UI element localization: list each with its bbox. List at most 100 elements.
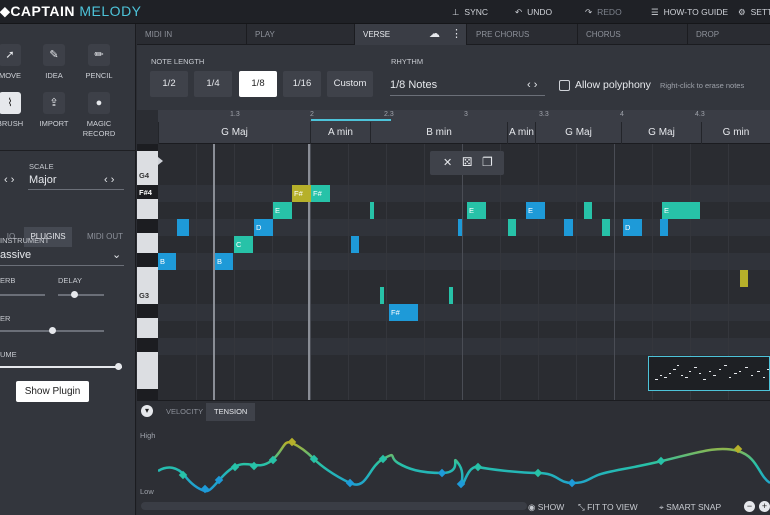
cloud-icon[interactable]: ☁ [429, 28, 440, 40]
collapse-icon[interactable]: ▾ [141, 405, 153, 417]
tool-move[interactable]: ➚ MOVE [0, 44, 30, 80]
delay-slider[interactable] [58, 291, 104, 298]
note-length-1-16[interactable]: 1/16 [283, 71, 321, 97]
playhead[interactable] [213, 144, 215, 400]
filter-slider-knob[interactable] [49, 327, 56, 334]
note[interactable]: E [467, 202, 486, 219]
note[interactable] [458, 219, 462, 236]
close-icon[interactable]: ✕ [443, 157, 453, 169]
note-length-1-2[interactable]: 1/2 [150, 71, 188, 97]
chord-block[interactable]: G Maj [621, 122, 701, 144]
sync-button[interactable]: ⊥ SYNC [452, 7, 489, 17]
rhythm-arrows-icon[interactable]: ‹ › [527, 79, 538, 91]
chord-block[interactable]: A min [310, 122, 370, 144]
redo-button[interactable]: ↷ REDO [585, 7, 622, 17]
scale-arrows-icon[interactable]: ‹ › [104, 174, 115, 186]
note[interactable]: B [215, 253, 233, 270]
undo-button[interactable]: ↶ UNDO [515, 7, 553, 17]
tab-chorus[interactable]: CHORUS [578, 24, 688, 45]
rhythm-select[interactable]: 1/8 Notes [390, 79, 438, 91]
tab-pre-chorus[interactable]: PRE CHORUS [468, 24, 578, 45]
tab-velocity[interactable]: VELOCITY [166, 407, 204, 416]
note[interactable] [660, 219, 668, 236]
minimap[interactable] [648, 356, 770, 391]
tension-curve[interactable] [158, 423, 770, 499]
chord-block[interactable]: A min [507, 122, 535, 144]
note[interactable] [370, 202, 374, 219]
tab-drop[interactable]: DROP [696, 30, 720, 39]
note[interactable] [351, 236, 359, 253]
note[interactable] [177, 219, 189, 236]
note[interactable]: D [623, 219, 642, 236]
note[interactable] [740, 270, 748, 287]
note[interactable]: E [662, 202, 700, 219]
filter-slider[interactable] [0, 327, 104, 334]
note[interactable] [564, 219, 573, 236]
note[interactable]: E [526, 202, 545, 219]
note[interactable] [508, 219, 516, 236]
note[interactable]: D [254, 219, 273, 236]
tool-magic-record[interactable]: ● MAGIC RECORD [79, 92, 119, 139]
chord-block[interactable]: G min [701, 122, 770, 144]
show-button[interactable]: ◉ SHOW [528, 502, 565, 512]
dice-icon[interactable]: ⚄ [462, 155, 473, 169]
volume-slider-knob[interactable] [115, 363, 122, 370]
show-plugin-button[interactable]: Show Plugin [16, 381, 89, 402]
black-key[interactable] [137, 304, 158, 318]
tab-plugins[interactable]: PLUGINS [24, 227, 72, 247]
chord-block[interactable]: G Maj [535, 122, 621, 144]
tab-verse[interactable]: VERSE ☁ ⋮ [355, 24, 467, 45]
more-options-icon[interactable]: ⋮ [451, 28, 462, 40]
zoom-in-icon[interactable]: + [759, 501, 770, 512]
note[interactable]: F# [292, 185, 311, 202]
tab-tension[interactable]: TENSION [206, 403, 256, 421]
smart-snap-button[interactable]: ⌖ SMART SNAP [659, 502, 722, 512]
note[interactable]: C [234, 236, 253, 253]
chord-block[interactable]: G Maj [158, 122, 310, 144]
copy-icon[interactable]: ❐ [482, 155, 493, 169]
chord-block[interactable]: B min [370, 122, 507, 144]
loop-region[interactable] [311, 119, 391, 121]
black-key[interactable] [137, 144, 158, 151]
loop-marker[interactable] [308, 144, 310, 400]
volume-slider[interactable] [0, 363, 122, 370]
note[interactable] [380, 287, 384, 304]
tab-play[interactable]: PLAY [247, 24, 355, 45]
horizontal-scrollbar[interactable] [141, 502, 527, 510]
instrument-select[interactable]: assive [0, 249, 32, 261]
tab-midi-in[interactable]: MIDI IN [137, 24, 247, 45]
fit-to-view-button[interactable]: ⤡ FIT TO VIEW [578, 502, 638, 512]
tab-midi-out[interactable]: MIDI OUT [87, 232, 123, 241]
note[interactable] [602, 219, 610, 236]
delay-slider-knob[interactable] [71, 291, 78, 298]
note-length-1-8[interactable]: 1/8 [239, 71, 277, 97]
black-key[interactable] [137, 389, 158, 400]
note[interactable]: B [158, 253, 176, 270]
note[interactable]: F# [389, 304, 418, 321]
note[interactable] [584, 202, 592, 219]
settings-button[interactable]: ⚙SETTI [738, 7, 770, 17]
zoom-out-icon[interactable]: − [744, 501, 755, 512]
tool-import[interactable]: ⇪ IMPORT [34, 92, 74, 128]
note[interactable] [449, 287, 453, 304]
tool-brush[interactable]: ⌇BRUSH [0, 92, 30, 128]
tool-pencil[interactable]: ✏ PENCIL [79, 44, 119, 80]
note[interactable]: F# [311, 185, 330, 202]
note[interactable]: E [273, 202, 292, 219]
note-length-custom[interactable]: Custom [327, 71, 373, 97]
note-length-1-4[interactable]: 1/4 [194, 71, 232, 97]
black-key[interactable] [137, 253, 158, 267]
how-to-guide-button[interactable]: ☰ HOW-TO GUIDE [651, 7, 729, 17]
black-key[interactable] [137, 185, 158, 199]
tab-io[interactable]: IO [6, 232, 16, 241]
scale-value[interactable]: Major [29, 174, 57, 186]
polyphony-checkbox[interactable] [559, 80, 570, 91]
black-key[interactable] [137, 219, 158, 233]
timeline-ruler[interactable]: 1.3 2 2.3 3 3.3 4 4.3 [158, 110, 770, 122]
scale-prev-icon[interactable]: ‹ › [4, 174, 15, 186]
chevron-down-icon[interactable]: ⌄ [112, 249, 122, 261]
piano-keyboard[interactable]: G4 F#4 G3 [137, 144, 158, 400]
reverb-slider[interactable] [0, 294, 45, 296]
black-key[interactable] [137, 338, 158, 352]
tension-line[interactable] [158, 440, 770, 493]
